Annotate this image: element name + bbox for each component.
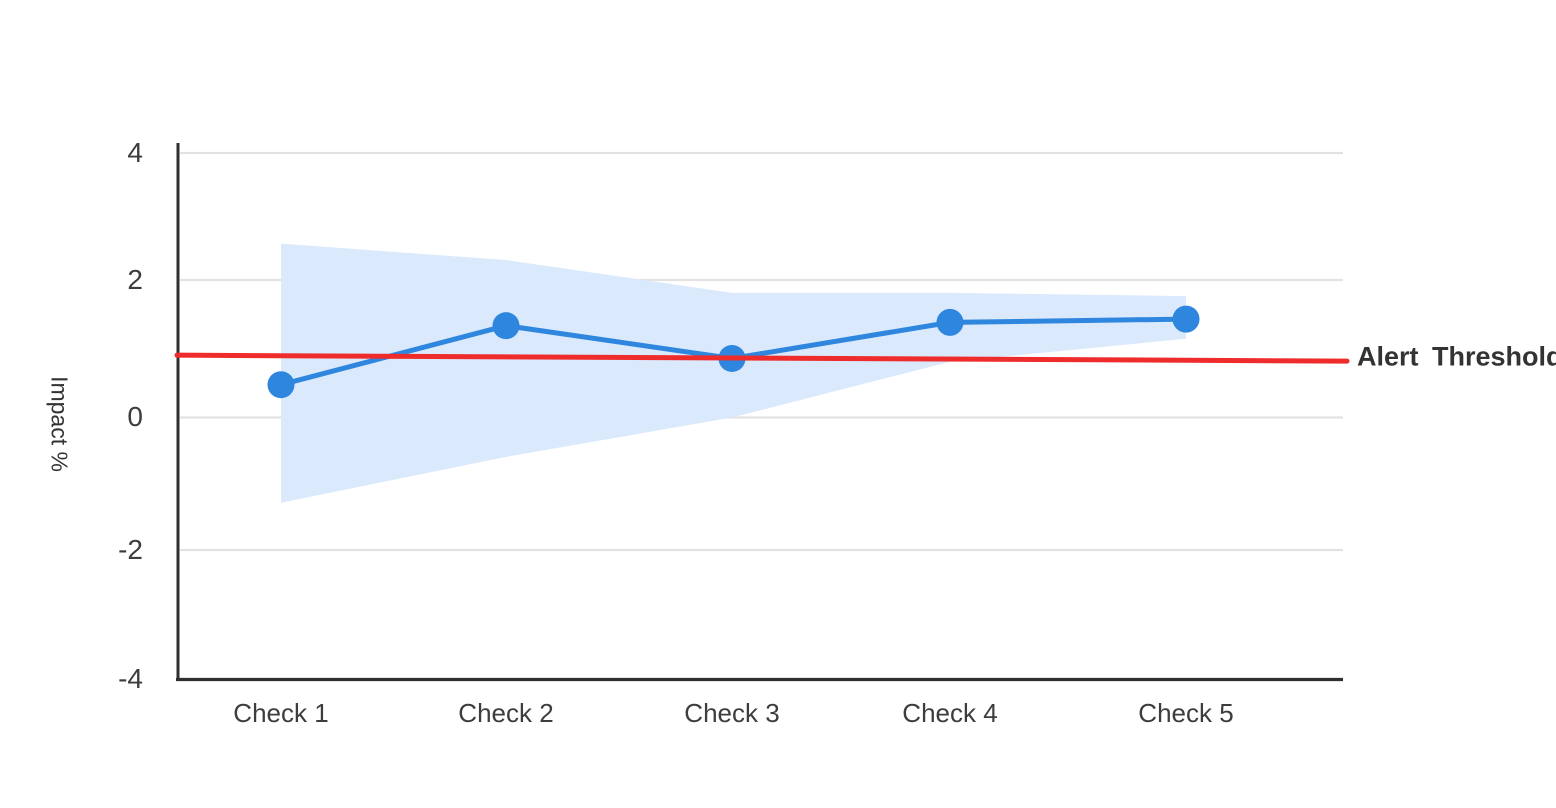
y-tick-4: 4 xyxy=(127,137,143,168)
y-tick-2: 2 xyxy=(127,264,143,295)
threshold-label: Alert Threshold xyxy=(1357,341,1556,372)
y-tick-neg2: -2 xyxy=(118,534,143,565)
data-point-check-4[interactable] xyxy=(936,308,964,336)
x-tick-check-5: Check 5 xyxy=(1138,698,1234,728)
confidence-band xyxy=(281,243,1186,503)
x-tick-check-4: Check 4 xyxy=(902,698,998,728)
y-tick-neg4: -4 xyxy=(118,663,143,694)
x-tick-check-3: Check 3 xyxy=(684,698,780,728)
data-point-check-5[interactable] xyxy=(1172,305,1200,333)
threshold-line xyxy=(174,352,1350,364)
data-point-check-1[interactable] xyxy=(267,371,295,399)
data-point-check-2[interactable] xyxy=(492,312,520,340)
y-axis-title: Impact % xyxy=(46,376,73,472)
x-tick-check-2: Check 2 xyxy=(458,698,554,728)
x-tick-check-1: Check 1 xyxy=(233,698,329,728)
y-tick-0: 0 xyxy=(127,401,143,432)
